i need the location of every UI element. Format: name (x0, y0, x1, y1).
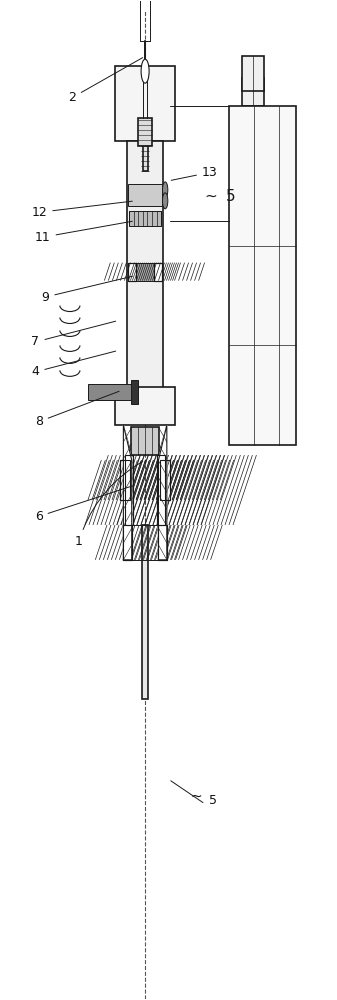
FancyBboxPatch shape (139, 118, 152, 146)
Bar (123, 525, 132, 560)
Bar (157, 455, 165, 525)
Text: 5: 5 (209, 794, 217, 807)
Text: 4: 4 (31, 351, 116, 378)
Bar (120, 460, 130, 500)
FancyBboxPatch shape (127, 141, 163, 400)
Circle shape (162, 182, 168, 198)
FancyBboxPatch shape (115, 387, 175, 425)
Bar (128, 263, 136, 281)
Text: $\sim$ 5: $\sim$ 5 (202, 188, 236, 204)
FancyBboxPatch shape (131, 427, 159, 455)
Text: 6: 6 (35, 486, 132, 523)
Bar (158, 525, 167, 560)
FancyBboxPatch shape (88, 384, 135, 400)
FancyBboxPatch shape (143, 141, 148, 171)
Text: 2: 2 (68, 58, 143, 104)
FancyBboxPatch shape (129, 211, 161, 226)
Text: 7: 7 (31, 321, 116, 348)
FancyBboxPatch shape (242, 78, 264, 106)
Bar (125, 455, 133, 525)
Bar (120, 460, 130, 500)
Circle shape (141, 59, 149, 83)
FancyBboxPatch shape (229, 106, 296, 445)
Bar (125, 455, 133, 525)
Bar (158, 525, 167, 560)
Text: ~: ~ (190, 790, 202, 804)
Text: 1: 1 (75, 461, 143, 548)
Text: 11: 11 (35, 221, 132, 244)
Bar (154, 263, 162, 281)
Bar (160, 460, 170, 500)
FancyBboxPatch shape (242, 56, 264, 91)
Bar (123, 525, 132, 560)
Text: 12: 12 (31, 201, 132, 219)
Bar (154, 263, 162, 281)
FancyBboxPatch shape (131, 380, 139, 404)
FancyBboxPatch shape (115, 66, 175, 141)
Bar (128, 263, 136, 281)
Polygon shape (123, 425, 132, 560)
Text: 8: 8 (35, 391, 119, 428)
Polygon shape (158, 425, 167, 560)
Bar (160, 460, 170, 500)
Bar (157, 455, 165, 525)
FancyBboxPatch shape (142, 525, 148, 699)
Text: 9: 9 (41, 276, 132, 304)
Text: 13: 13 (171, 166, 218, 180)
FancyBboxPatch shape (128, 263, 162, 281)
FancyBboxPatch shape (128, 184, 162, 206)
Circle shape (162, 193, 168, 209)
